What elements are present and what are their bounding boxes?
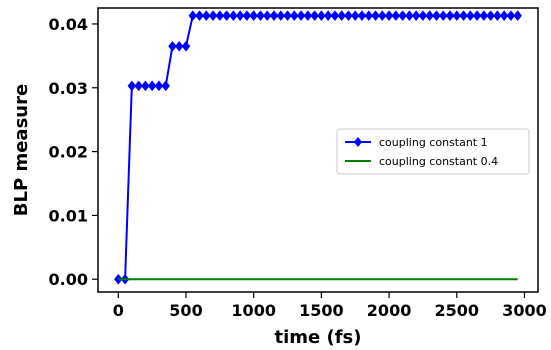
- data-point: [391, 10, 401, 22]
- data-point: [364, 10, 374, 22]
- data-point: [283, 10, 292, 22]
- data-point: [438, 10, 448, 22]
- data-point: [141, 80, 150, 92]
- x-tick-label: 0: [113, 301, 124, 320]
- data-point: [188, 10, 198, 22]
- data-point: [127, 80, 137, 92]
- data-point: [506, 10, 516, 22]
- y-tick-label: 0.03: [49, 79, 88, 98]
- x-tick-label: 1500: [299, 301, 344, 320]
- legend-label-0: coupling constant 1: [379, 136, 488, 149]
- data-point: [154, 80, 164, 92]
- data-point: [371, 10, 380, 22]
- data-point: [134, 80, 143, 92]
- data-point: [215, 10, 225, 22]
- data-point: [208, 10, 218, 22]
- data-point: [486, 10, 495, 22]
- x-tick-label: 1000: [231, 301, 276, 320]
- x-axis-ticks: 0 500 1000 1500 2000 2500 3000: [113, 292, 547, 320]
- data-point: [459, 10, 468, 22]
- data-point: [181, 40, 191, 52]
- data-point: [418, 10, 428, 22]
- x-tick-label: 500: [169, 301, 202, 320]
- x-tick-label: 2500: [435, 301, 480, 320]
- data-point: [174, 40, 184, 52]
- data-point: [303, 10, 313, 22]
- data-point: [425, 10, 435, 22]
- data-point: [323, 10, 333, 22]
- data-point: [289, 10, 299, 22]
- data-point: [357, 10, 367, 22]
- data-point: [256, 10, 265, 22]
- data-point: [276, 10, 286, 22]
- data-point: [337, 10, 347, 22]
- data-point: [317, 10, 326, 22]
- series-layer: [113, 10, 523, 285]
- data-point: [377, 10, 387, 22]
- data-point: [398, 10, 407, 22]
- data-point: [344, 10, 353, 22]
- data-point: [405, 10, 414, 22]
- data-point: [147, 80, 157, 92]
- data-point: [472, 10, 482, 22]
- x-tick-label: 2000: [367, 301, 412, 320]
- data-point: [201, 10, 211, 22]
- data-point: [479, 10, 489, 22]
- y-tick-label: 0.01: [49, 206, 88, 225]
- y-axis-label: BLP measure: [11, 84, 32, 216]
- data-point: [296, 10, 306, 22]
- data-point: [235, 10, 245, 22]
- data-point: [513, 10, 523, 22]
- plot-frame: [97, 7, 539, 293]
- data-point: [493, 10, 502, 22]
- data-point: [452, 10, 462, 22]
- data-point: [168, 40, 177, 52]
- data-point: [229, 10, 238, 22]
- x-axis-label: time (fs): [274, 327, 361, 348]
- data-point: [445, 10, 455, 22]
- data-point: [161, 80, 171, 92]
- legend-label-1: coupling constant 0.4: [379, 155, 498, 168]
- data-point: [432, 10, 441, 22]
- data-point: [269, 10, 279, 22]
- data-point: [242, 10, 252, 22]
- y-tick-label: 0.02: [49, 143, 88, 162]
- y-tick-label: 0.00: [49, 270, 88, 289]
- data-point: [411, 10, 421, 22]
- data-point: [310, 10, 319, 22]
- data-point: [384, 10, 394, 22]
- y-tick-label: 0.04: [49, 15, 88, 34]
- data-point: [465, 10, 475, 22]
- legend-marker-0: [354, 137, 362, 147]
- y-axis-ticks: 0.00 0.01 0.02 0.03 0.04: [49, 15, 98, 289]
- data-point: [499, 10, 509, 22]
- legend: coupling constant 1 coupling constant 0.4: [336, 128, 530, 175]
- data-point: [222, 10, 231, 22]
- legend-box: [336, 128, 530, 175]
- data-point: [350, 10, 360, 22]
- x-tick-label: 3000: [502, 301, 547, 320]
- data-point: [330, 10, 340, 22]
- data-point: [249, 10, 259, 22]
- data-point: [262, 10, 272, 22]
- data-point: [195, 10, 204, 22]
